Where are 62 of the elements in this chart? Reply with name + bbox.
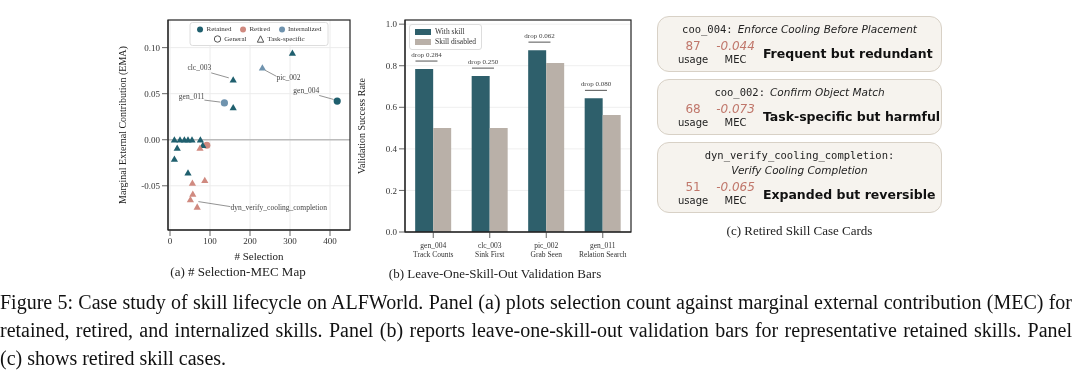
text: 87	[684, 39, 702, 53]
x-axis-title: # Selection	[234, 250, 285, 262]
bar	[433, 128, 452, 232]
point	[229, 103, 237, 111]
point	[220, 99, 228, 107]
text: -0.065	[716, 180, 755, 194]
text: MEC	[723, 194, 748, 207]
point	[173, 144, 181, 151]
point	[258, 64, 266, 71]
bar	[546, 63, 565, 232]
text: -0.073	[716, 102, 755, 116]
caption: Figure 5: Case study of skill lifecycle on ALFWorld. Panel (a) plots selection count against marginal external contribution (MEC) for retained, retired, and internalized skills. Panel (b) reports leave-one-skill-out validation bars for representative retained skills. Panel (c) shows retired skill cases.	[0, 290, 1072, 372]
x-tick-label: 400	[323, 236, 338, 247]
y-tick-label: 0.05	[144, 88, 161, 99]
y-tick-label: 0.10	[144, 42, 161, 53]
x-tick-label: 300	[283, 236, 298, 247]
text: Frequent but redundant	[762, 45, 933, 61]
text: 68	[684, 102, 702, 116]
bar	[602, 114, 621, 232]
text: -0.044	[716, 39, 755, 53]
y-axis-title: Marginal External Contribution (EMA)	[116, 46, 129, 204]
text: Expanded but reversible	[762, 186, 936, 202]
bar	[415, 69, 434, 232]
text: coo_002: Confirm Object Match	[714, 85, 885, 100]
text: (b) Leave-One-Skill-Out Validation Bars	[387, 266, 603, 282]
bar	[528, 50, 547, 232]
x-tick-label: 0	[167, 236, 173, 247]
y-tick-label: 1.0	[385, 19, 398, 30]
y-tick-label: 0.2	[385, 185, 397, 196]
text: (c) Retired Skill Case Cards	[725, 223, 874, 239]
bar	[471, 76, 490, 232]
text: dyn_verify_cooling_completion: Verify Cooling Completion	[704, 148, 895, 178]
text: Task-specific but harmful	[762, 108, 941, 124]
x-tick-label: 200	[243, 236, 258, 247]
point	[188, 179, 196, 186]
text: 51	[684, 180, 702, 194]
text: usage	[678, 194, 709, 207]
y-tick-label: 0.8	[385, 60, 398, 71]
point	[288, 49, 296, 56]
text: MEC	[723, 116, 748, 129]
point	[189, 190, 197, 197]
y-tick-label: 0.6	[385, 102, 398, 113]
point	[333, 97, 341, 105]
point	[201, 176, 209, 183]
text: usage	[678, 53, 709, 66]
point	[229, 76, 237, 83]
text: coo_004: Enforce Cooling Before Placement	[682, 22, 917, 37]
bar	[584, 98, 603, 232]
y-tick-label: -0.05	[141, 180, 161, 191]
y-tick-label: 0.4	[385, 144, 398, 155]
text: usage	[678, 116, 709, 129]
y-tick-label: 0.00	[144, 134, 161, 145]
text: MEC	[723, 53, 748, 66]
x-tick-label: 100	[203, 236, 218, 247]
point	[184, 169, 192, 176]
y-tick-label: 0.0	[385, 227, 398, 238]
bar	[489, 128, 508, 232]
text: (a) # Selection-MEC Map	[169, 264, 307, 280]
point	[193, 203, 201, 210]
point	[170, 155, 178, 162]
point	[186, 196, 194, 203]
y-axis-title: Validation Success Rate	[355, 77, 367, 175]
